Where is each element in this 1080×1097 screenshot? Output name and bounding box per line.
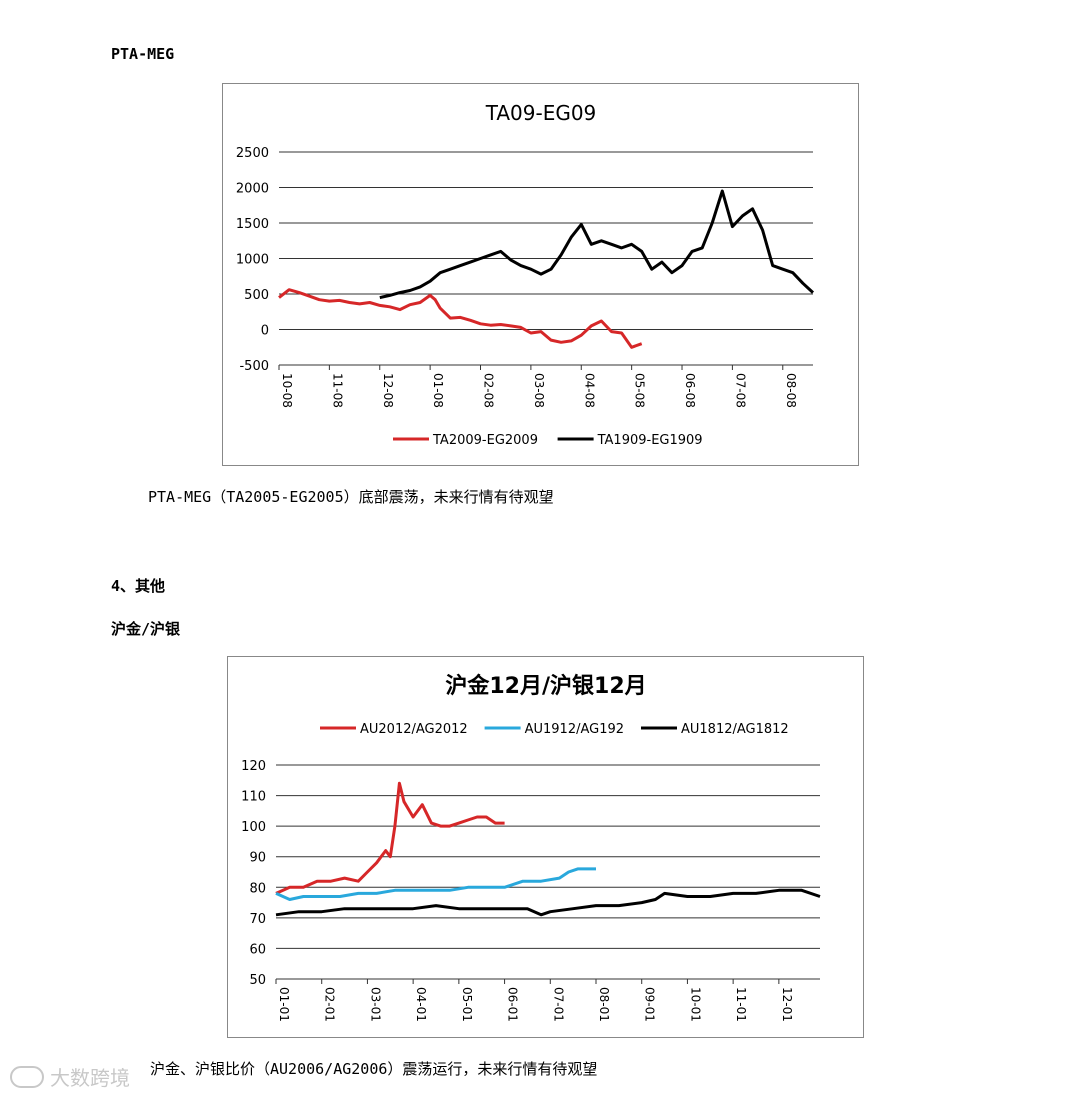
y-tick-label: 2000 <box>236 182 269 197</box>
series-line <box>275 781 505 895</box>
y-tick-label: 2500 <box>236 146 269 161</box>
watermark-text: 大数跨境 <box>50 1066 130 1090</box>
y-tick-label: 0 <box>261 324 269 339</box>
x-tick-label: 04-08 <box>582 373 596 408</box>
series-line <box>379 189 815 300</box>
legend-label: AU2012/AG2012 <box>360 722 468 737</box>
x-tick-label: 06-01 <box>506 987 520 1022</box>
section-heading-other: 4、其他 <box>111 577 166 595</box>
y-tick-label: 1500 <box>236 217 269 232</box>
watermark: 大数跨境 <box>10 1062 130 1091</box>
legend-label: AU1912/AG192 <box>525 722 624 737</box>
series-line <box>278 288 643 349</box>
y-tick-label: 70 <box>249 912 266 927</box>
x-tick-label: 11-08 <box>330 373 344 408</box>
x-tick-label: 02-01 <box>323 987 337 1022</box>
legend-label: TA1909-EG1909 <box>597 433 703 448</box>
legend-label: AU1812/AG1812 <box>681 722 789 737</box>
x-tick-label: 03-08 <box>532 373 546 408</box>
x-tick-label: 11-01 <box>734 987 748 1022</box>
y-tick-label: 100 <box>241 820 266 835</box>
chart-ta-eg-svg: TA09-EG09 2500 2000 1500 1000 500 0 -500 10-08 11… <box>236 101 815 448</box>
x-tick-label: 12-01 <box>780 987 794 1022</box>
x-tick-label: 05-08 <box>633 373 647 408</box>
y-tick-label: 50 <box>249 973 266 988</box>
y-tick-label: 120 <box>241 759 266 774</box>
x-tick-label: 04-01 <box>414 987 428 1022</box>
x-tick-label: 03-01 <box>368 987 382 1022</box>
x-tick-label: 10-01 <box>688 987 702 1022</box>
y-tick-label: 110 <box>241 790 266 805</box>
y-tick-label: 60 <box>249 942 266 957</box>
x-tick-label: 07-08 <box>733 373 747 408</box>
chart-ta-eg: TA09-EG09 2500 2000 1500 1000 500 0 -500 10-08 11… <box>222 83 859 466</box>
x-tick-label: 02-08 <box>482 373 496 408</box>
x-tick-label: 08-08 <box>784 373 798 408</box>
x-tick-label: 07-01 <box>551 987 565 1022</box>
caption-gold-silver: 沪金、沪银比价（AU2006/AG2006）震荡运行，未来行情有待观望 <box>150 1060 598 1078</box>
chart-title: TA09-EG09 <box>485 101 597 125</box>
chart-au-ag: 沪金12月/沪银12月 120 110 100 90 80 70 60 50 01-01 02-01… <box>227 656 864 1038</box>
x-tick-label: 10-08 <box>280 373 294 408</box>
y-tick-label: 80 <box>249 881 266 896</box>
series-line <box>275 867 596 901</box>
y-tick-label: 1000 <box>236 253 269 268</box>
y-tick-label: 500 <box>244 288 269 303</box>
legend-label: TA2009-EG2009 <box>432 433 538 448</box>
x-tick-label: 01-08 <box>431 373 445 408</box>
x-tick-label: 06-08 <box>683 373 697 408</box>
x-tick-label: 08-01 <box>597 987 611 1022</box>
x-tick-label: 05-01 <box>460 987 474 1022</box>
chart-au-ag-svg: 沪金12月/沪银12月 120 110 100 90 80 70 60 50 01-01 02-01… <box>241 673 821 1022</box>
chart-title: 沪金12月/沪银12月 <box>445 673 646 699</box>
x-tick-label: 09-01 <box>643 987 657 1022</box>
x-tick-label: 01-01 <box>277 987 291 1022</box>
x-tick-label: 12-08 <box>381 373 395 408</box>
logo-icon <box>10 1065 44 1088</box>
series-line <box>275 888 821 917</box>
section-heading-pta-meg: PTA-MEG <box>111 45 175 63</box>
y-tick-label: 90 <box>249 851 266 866</box>
caption-pta-meg: PTA-MEG（TA2005-EG2005）底部震荡，未来行情有待观望 <box>148 488 554 506</box>
y-tick-label: -500 <box>239 359 269 374</box>
section-subheading-gold-silver: 沪金/沪银 <box>111 620 181 638</box>
